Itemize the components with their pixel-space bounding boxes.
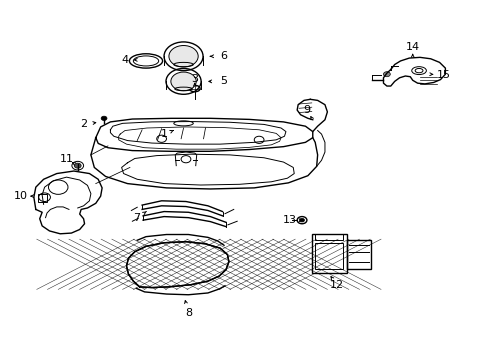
Circle shape — [74, 163, 81, 168]
Text: 2: 2 — [80, 120, 87, 129]
Circle shape — [170, 72, 196, 91]
Circle shape — [101, 116, 107, 121]
Text: 6: 6 — [220, 51, 227, 61]
Text: 11: 11 — [60, 154, 73, 164]
Circle shape — [383, 72, 389, 77]
Text: 7: 7 — [132, 213, 140, 223]
Text: 5: 5 — [220, 76, 227, 86]
Text: 8: 8 — [184, 308, 192, 318]
Circle shape — [299, 219, 304, 222]
Text: 13: 13 — [282, 215, 296, 225]
Text: 4: 4 — [121, 55, 128, 65]
Text: 1: 1 — [160, 130, 167, 139]
Text: 12: 12 — [329, 280, 344, 290]
Text: 14: 14 — [405, 42, 419, 51]
Text: 10: 10 — [14, 191, 28, 201]
Text: 9: 9 — [303, 105, 310, 115]
Circle shape — [168, 45, 198, 67]
Text: 3: 3 — [191, 74, 198, 84]
Text: 15: 15 — [436, 70, 449, 80]
